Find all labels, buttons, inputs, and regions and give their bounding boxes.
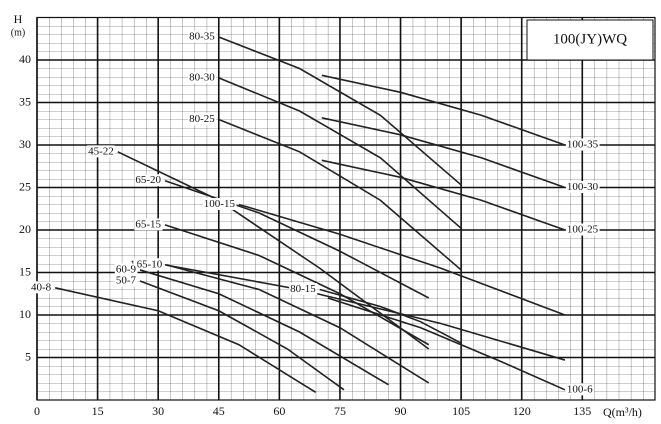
curve-label: 100-25 bbox=[567, 224, 599, 236]
y-tick-label: 30 bbox=[19, 137, 31, 151]
curves: 80-35 80-30 80-25 100-35 100-30 100-25 45-22 65… bbox=[30, 30, 600, 396]
y-tick-label: 35 bbox=[19, 94, 31, 108]
grid bbox=[36, 17, 655, 400]
x-tick-label: 75 bbox=[334, 404, 346, 418]
curve-label: 40-8 bbox=[31, 281, 52, 293]
curve-label: 65-10 bbox=[137, 258, 163, 270]
title-box bbox=[526, 19, 654, 61]
curve-label-bg bbox=[188, 113, 217, 126]
y-tick-label: 20 bbox=[19, 222, 31, 236]
curve-label-bg bbox=[565, 223, 600, 236]
curve-label: 65-15 bbox=[135, 218, 161, 230]
curve-label-bg bbox=[135, 258, 164, 271]
curve-label-bg bbox=[30, 281, 53, 294]
plot-area bbox=[36, 16, 656, 401]
pump-curve bbox=[117, 151, 430, 350]
pump-curve bbox=[166, 264, 430, 384]
y-axis-label: H bbox=[14, 12, 23, 26]
pump-curve bbox=[164, 224, 430, 346]
curve-label-bg bbox=[134, 174, 163, 187]
curve-label: 80-35 bbox=[189, 31, 215, 43]
curve-label-bg bbox=[114, 274, 138, 287]
y-tick-label: 5 bbox=[25, 349, 31, 363]
pump-curve bbox=[321, 117, 566, 189]
pump-curve bbox=[321, 159, 566, 231]
x-tick-label: 45 bbox=[213, 404, 225, 418]
curve-label-bg bbox=[565, 181, 600, 194]
x-tick-label: 0 bbox=[34, 404, 40, 418]
curve-label: 100-30 bbox=[567, 181, 599, 193]
pump-curve bbox=[164, 179, 430, 299]
curve-label: 100-6 bbox=[567, 383, 593, 395]
x-tick-label: 60 bbox=[273, 404, 285, 418]
curve-label: 80-30 bbox=[189, 71, 215, 83]
y-tick-label: 25 bbox=[19, 179, 31, 193]
curve-label-bg bbox=[565, 383, 595, 396]
x-tick-label: 30 bbox=[152, 404, 164, 418]
curve-label: 65-20 bbox=[135, 174, 161, 186]
curve-label-bg bbox=[114, 263, 138, 276]
x-tick-label: 15 bbox=[92, 404, 104, 418]
pump-curve bbox=[319, 288, 462, 344]
pump-curve bbox=[218, 118, 462, 271]
x-tick-label: 105 bbox=[452, 404, 470, 418]
pump-curve bbox=[218, 77, 462, 229]
curve-label-bg bbox=[87, 145, 115, 158]
curve-label: 100-15 bbox=[204, 198, 236, 210]
curve-label: 80-25 bbox=[189, 113, 215, 125]
curve-label-bg bbox=[134, 218, 163, 231]
curve-label: 45-22 bbox=[88, 145, 114, 157]
curve-label-bg bbox=[565, 138, 600, 151]
pump-curve bbox=[55, 287, 317, 394]
curve-label-bg bbox=[289, 283, 318, 296]
curve-label-bg bbox=[188, 71, 217, 84]
curve-label: 50-7 bbox=[116, 275, 137, 287]
curve-label: 60-9 bbox=[116, 263, 137, 275]
chart-title: 100(JY)WQ bbox=[553, 31, 627, 47]
curve-label: 100-35 bbox=[567, 139, 599, 151]
pump-curve bbox=[164, 264, 566, 361]
x-axis-label: Q(m³/h) bbox=[603, 405, 642, 419]
pump-curve bbox=[327, 297, 566, 391]
x-tick-label: 120 bbox=[513, 404, 531, 418]
curve-label: 80-15 bbox=[290, 283, 316, 295]
x-tick-label: 135 bbox=[573, 404, 591, 418]
curve-label-bg bbox=[188, 30, 217, 43]
pump-curve bbox=[238, 203, 566, 316]
y-tick-label: 15 bbox=[19, 264, 31, 278]
pump-curve bbox=[321, 74, 566, 146]
pump-curve bbox=[139, 269, 389, 386]
curve-label-bg bbox=[202, 198, 237, 211]
x-tick-label: 90 bbox=[395, 404, 407, 418]
pump-curve bbox=[139, 280, 345, 391]
y-axis-unit: (m) bbox=[11, 27, 25, 38]
y-tick-label: 10 bbox=[19, 307, 31, 321]
pump-curve bbox=[218, 36, 462, 186]
y-tick-label: 40 bbox=[19, 52, 31, 66]
